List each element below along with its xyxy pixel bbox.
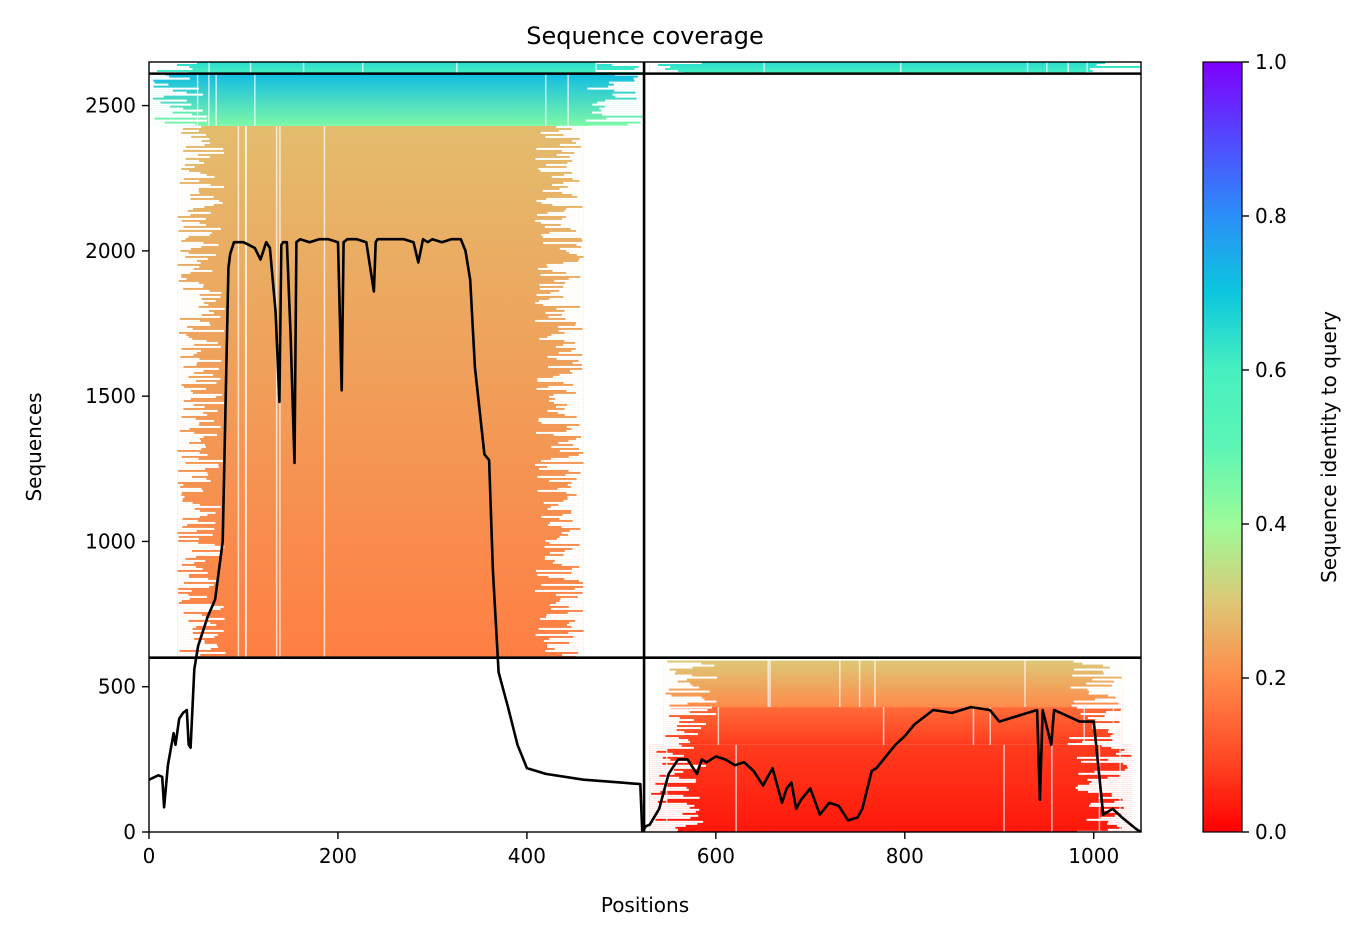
colorbar-tick-label: 0.0 (1255, 820, 1287, 844)
y-axis-label: Sequences (22, 392, 46, 501)
coverage-block-left-cap (149, 62, 645, 74)
y-tick-label: 2500 (85, 94, 136, 118)
coverage-line (149, 237, 1141, 832)
colorbar (1202, 61, 1243, 833)
y-tick-label: 500 (98, 675, 136, 699)
colorbar-label: Sequence identity to query (1317, 311, 1341, 583)
plot-frame (148, 61, 1142, 833)
x-axis-label: Positions (601, 893, 689, 917)
coverage-block-right-bottom-high (663, 660, 1123, 708)
colorbar-tick-label: 0.8 (1255, 204, 1287, 228)
chart-title: Sequence coverage (526, 22, 763, 50)
colorbar-tick-label: 1.0 (1255, 50, 1287, 74)
divider-lines (149, 62, 1141, 832)
x-axis-ticks: 0 200 400 600 800 1000 (143, 832, 1119, 868)
colorbar-ticks: 0.0 0.2 0.4 0.6 0.8 1.0 (1242, 50, 1287, 844)
x-tick-label: 400 (508, 844, 546, 868)
y-tick-label: 1000 (85, 529, 136, 553)
y-tick-label: 1500 (85, 384, 136, 408)
coverage-block-right-top (649, 62, 1141, 74)
plot-area (149, 62, 1141, 832)
y-axis-ticks: 0 500 1000 1500 2000 2500 (85, 94, 149, 844)
x-tick-label: 1000 (1068, 844, 1119, 868)
x-tick-label: 0 (143, 844, 156, 868)
colorbar-tick-label: 0.6 (1255, 358, 1287, 382)
y-tick-label: 2000 (85, 239, 136, 263)
x-tick-label: 800 (886, 844, 924, 868)
colorbar-tick-label: 0.2 (1255, 666, 1287, 690)
y-tick-label: 0 (123, 820, 136, 844)
x-tick-label: 600 (697, 844, 735, 868)
x-tick-label: 200 (319, 844, 357, 868)
coverage-texture (149, 62, 1141, 832)
colorbar-tick-label: 0.4 (1255, 512, 1287, 536)
coverage-block-left-top (149, 73, 645, 126)
